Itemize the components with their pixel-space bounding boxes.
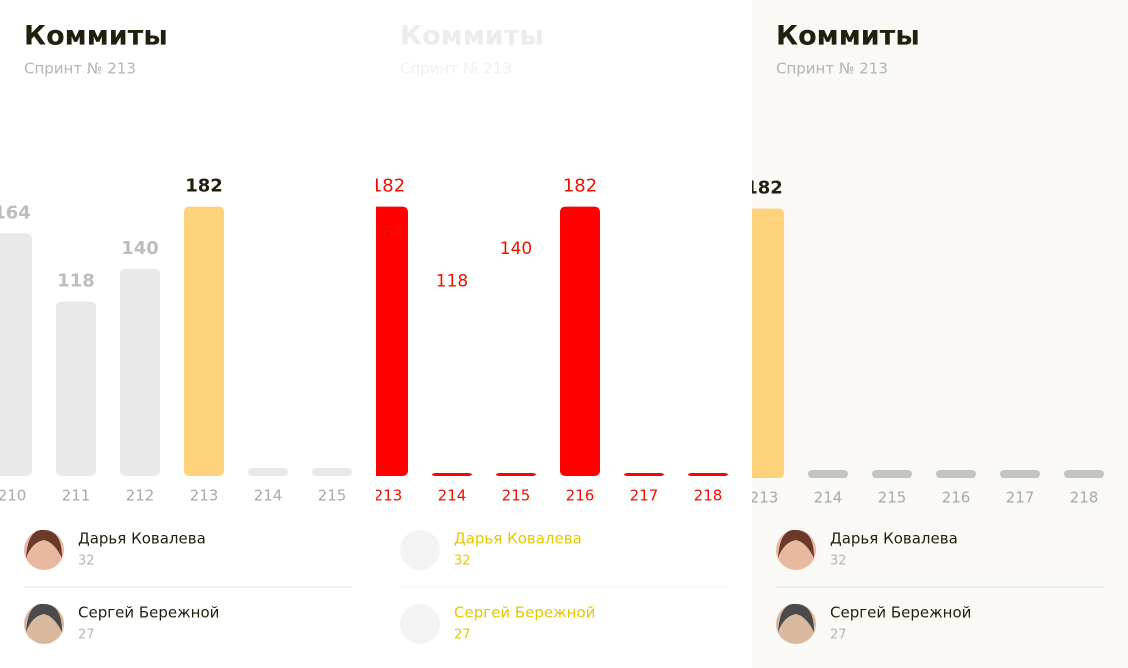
bar-placeholder [808,470,848,478]
person-count: 32 [78,554,95,569]
bar-label: 215 [318,487,347,505]
bar [184,206,224,476]
bar-value: 182 [185,176,223,197]
bar [376,206,408,476]
bar-label: 214 [814,489,843,507]
bar-label: 214 [438,487,467,505]
bar [56,301,96,476]
bar-label: 218 [1070,489,1099,507]
person-name: Сергей Бережной [830,604,971,622]
person-count: 32 [454,554,471,569]
bar-placeholder [248,468,288,476]
subtitle: Спринт № 213 [776,60,888,78]
bar-placeholder [312,468,352,476]
bar-value: 118 [57,270,95,291]
person-name: Сергей Бережной [454,604,595,622]
bar-label: 214 [254,487,283,505]
avatar [400,604,440,644]
avatar [400,530,440,570]
bar-label: 216 [566,487,595,505]
bar-value: 182 [563,176,597,197]
person-name: Дарья Ковалева [454,530,582,548]
panel: Коммиты Спринт № 213 182 213 214 215 182 216 217… [371,21,728,644]
bar-label: 215 [878,489,907,507]
bar-label: 213 [374,487,403,505]
ghost-value: 164 [372,223,404,243]
person-count: 27 [78,628,95,643]
panel: Коммиты Спринт № 213 182 213 214 215 216 217 218… [745,21,1104,644]
bar-value: 182 [745,178,783,199]
bar-placeholder [688,473,728,476]
bar [560,206,600,476]
title: Коммиты [24,21,168,52]
avatar-hair [26,529,62,558]
title: Коммиты [776,21,920,52]
person-count: 32 [830,554,847,569]
bar-placeholder [1000,470,1040,478]
bar-value: 140 [121,238,159,259]
avatar-hair [26,603,62,632]
bar-label: 216 [942,489,971,507]
bar [752,208,784,478]
panel: Коммиты Спринт № 213 164 210 118 211 140 212 182… [0,21,352,644]
bar-placeholder [624,473,664,476]
subtitle: Спринт № 213 [24,60,136,78]
avatar-hair [778,603,814,632]
bar-placeholder [1064,470,1104,478]
person-name: Дарья Ковалева [830,530,958,548]
title: Коммиты [400,21,544,52]
bar-value: 164 [0,202,31,223]
bar-label: 218 [694,487,723,505]
person-name: Дарья Ковалева [78,530,206,548]
bar-placeholder [872,470,912,478]
bar-placeholder [496,473,536,476]
panel-background [752,0,1128,668]
ghost-value: 140 [500,239,532,259]
bar-label: 213 [750,489,779,507]
person-name: Сергей Бережной [78,604,219,622]
person-count: 27 [454,628,471,643]
bar-label: 211 [62,487,91,505]
bar-label: 215 [502,487,531,505]
bar-label: 217 [630,487,659,505]
bar-label: 210 [0,487,26,505]
bar [0,233,32,476]
bar-value: 182 [371,176,405,197]
bar-label: 217 [1006,489,1035,507]
subtitle: Спринт № 213 [400,60,512,78]
bar-label: 213 [190,487,219,505]
bar-placeholder [936,470,976,478]
bar-placeholder [432,473,472,476]
bar [120,268,160,476]
person-count: 27 [830,628,847,643]
bar-label: 212 [126,487,155,505]
avatar-hair [778,529,814,558]
ghost-value: 118 [436,271,468,291]
